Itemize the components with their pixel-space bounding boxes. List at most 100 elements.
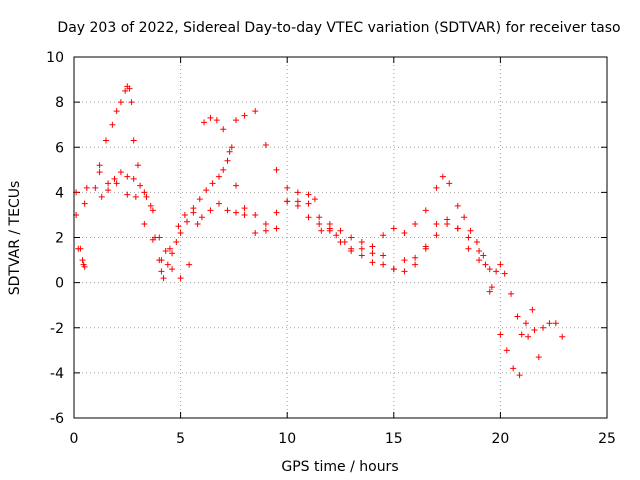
- data-point: [233, 209, 240, 216]
- data-point: [113, 108, 120, 115]
- data-point: [130, 137, 137, 144]
- data-point: [224, 157, 231, 164]
- data-point: [109, 121, 116, 128]
- data-point: [233, 117, 240, 124]
- data-point: [465, 234, 472, 241]
- data-point: [422, 245, 429, 252]
- x-tick-label: 20: [491, 431, 509, 447]
- data-point: [546, 320, 553, 327]
- data-point: [117, 99, 124, 106]
- x-tick-label: 5: [176, 431, 185, 447]
- data-point: [486, 266, 493, 273]
- y-axis-label: SDTVAR / TECUs: [7, 181, 23, 296]
- data-point: [446, 180, 453, 187]
- data-point: [333, 232, 340, 239]
- data-point: [92, 184, 99, 191]
- data-point: [158, 257, 165, 264]
- data-point: [220, 166, 227, 173]
- data-point: [516, 372, 523, 379]
- data-point: [348, 248, 355, 255]
- data-point: [529, 306, 536, 313]
- data-markers: [73, 83, 566, 379]
- data-point: [412, 261, 419, 268]
- data-point: [433, 184, 440, 191]
- data-point: [130, 175, 137, 182]
- data-point: [166, 245, 173, 252]
- data-point: [390, 225, 397, 232]
- data-point: [147, 202, 154, 209]
- axis-ticks: 0 5 10 15 20 25 -6 -4 -2 0 2 4 6 8 10: [46, 50, 616, 447]
- data-point: [476, 248, 483, 255]
- data-point: [525, 333, 532, 340]
- data-point: [501, 270, 508, 277]
- data-point: [102, 137, 109, 144]
- data-point: [305, 214, 312, 221]
- data-point: [531, 327, 538, 334]
- data-point: [380, 252, 387, 259]
- data-point: [201, 119, 208, 126]
- data-point: [183, 218, 190, 225]
- data-point: [111, 175, 118, 182]
- data-point: [105, 187, 112, 194]
- data-point: [117, 169, 124, 176]
- data-point: [273, 209, 280, 216]
- data-point: [486, 288, 493, 295]
- data-point: [482, 261, 489, 268]
- data-point: [132, 193, 139, 200]
- data-point: [233, 182, 240, 189]
- data-point: [454, 225, 461, 232]
- data-point: [158, 268, 165, 275]
- data-point: [143, 193, 150, 200]
- data-point: [294, 202, 301, 209]
- data-point: [198, 214, 205, 221]
- data-point: [311, 196, 318, 203]
- y-tick-label: -2: [50, 321, 64, 337]
- data-point: [226, 148, 233, 155]
- data-point: [380, 261, 387, 268]
- data-point: [401, 229, 408, 236]
- data-point: [508, 290, 515, 297]
- data-point: [326, 220, 333, 227]
- data-point: [98, 193, 105, 200]
- data-point: [128, 99, 135, 106]
- data-point: [294, 189, 301, 196]
- data-point: [209, 180, 216, 187]
- data-point: [284, 184, 291, 191]
- data-point: [559, 333, 566, 340]
- data-point: [124, 173, 131, 180]
- data-point: [215, 200, 222, 207]
- data-point: [337, 227, 344, 234]
- data-point: [401, 268, 408, 275]
- data-point: [79, 257, 86, 264]
- data-point: [213, 117, 220, 124]
- data-point: [467, 227, 474, 234]
- data-point: [497, 261, 504, 268]
- data-point: [380, 232, 387, 239]
- data-point: [465, 245, 472, 252]
- data-point: [522, 320, 529, 327]
- data-point: [540, 324, 547, 331]
- data-point: [194, 220, 201, 227]
- data-point: [369, 250, 376, 257]
- data-point: [81, 263, 88, 270]
- data-point: [77, 245, 84, 252]
- data-point: [369, 259, 376, 266]
- data-point: [493, 268, 500, 275]
- data-point: [241, 211, 248, 218]
- data-point: [316, 214, 323, 221]
- data-point: [156, 234, 163, 241]
- data-point: [358, 239, 365, 246]
- data-point: [535, 354, 542, 361]
- data-point: [215, 173, 222, 180]
- data-point: [181, 211, 188, 218]
- y-tick-label: -6: [50, 411, 64, 427]
- data-point: [273, 166, 280, 173]
- data-point: [164, 261, 171, 268]
- data-point: [134, 162, 141, 169]
- data-point: [81, 200, 88, 207]
- data-point: [412, 220, 419, 227]
- data-point: [518, 331, 525, 338]
- y-tick-label: 8: [55, 95, 64, 111]
- data-point: [126, 85, 133, 92]
- y-tick-label: 0: [55, 276, 64, 292]
